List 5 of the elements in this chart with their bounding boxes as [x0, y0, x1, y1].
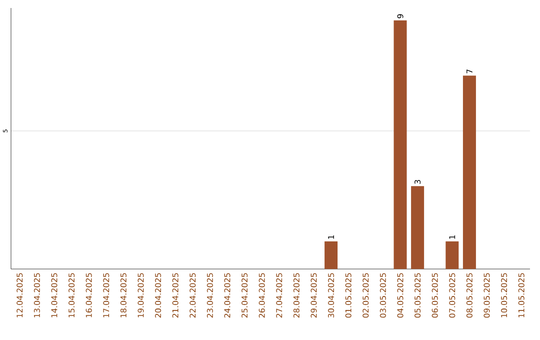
- bar: [324, 241, 338, 269]
- bar: [446, 241, 459, 269]
- bar: [394, 20, 407, 269]
- bar: [462, 76, 476, 269]
- bar: [411, 186, 424, 269]
